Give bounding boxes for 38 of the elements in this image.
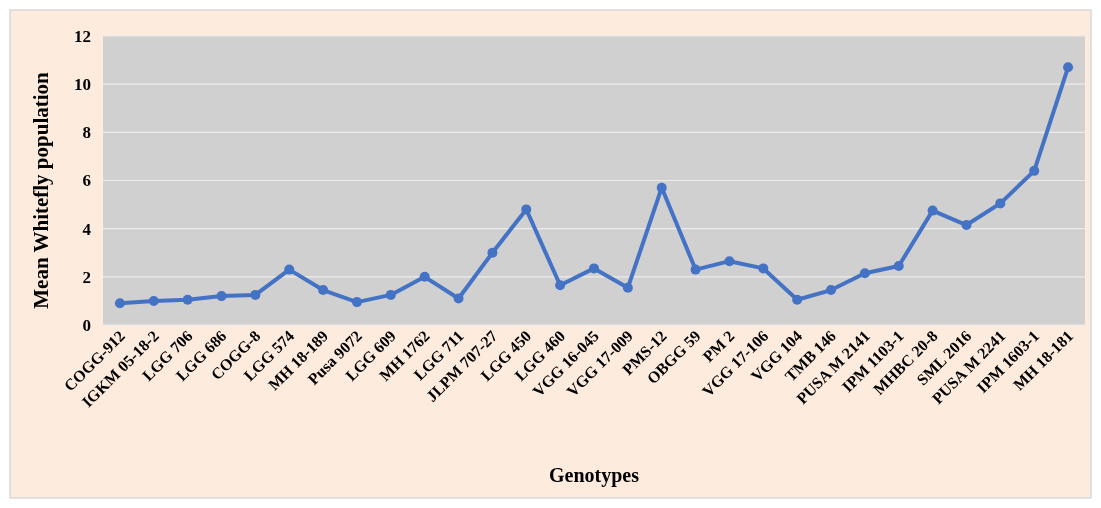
point <box>893 261 904 271</box>
y-tick-label: 0 <box>82 315 91 335</box>
point <box>182 294 193 305</box>
point <box>419 271 430 282</box>
point <box>859 268 870 279</box>
point <box>385 289 396 300</box>
y-tick-label: 10 <box>74 75 91 95</box>
point <box>521 204 532 215</box>
point <box>148 295 159 306</box>
point <box>758 263 769 274</box>
point <box>453 293 464 304</box>
point <box>995 198 1006 209</box>
point <box>656 182 667 193</box>
point <box>114 298 125 309</box>
point <box>690 264 701 275</box>
y-tick-label: 8 <box>82 123 91 143</box>
point <box>487 247 498 258</box>
point <box>792 294 803 305</box>
point <box>927 205 938 216</box>
y-tick-label: 6 <box>82 171 91 191</box>
point <box>1029 165 1040 176</box>
point <box>826 285 837 296</box>
x-axis-title: Genotypes <box>549 464 640 487</box>
point <box>1063 62 1074 73</box>
point <box>589 263 599 274</box>
point <box>318 285 329 296</box>
point <box>284 264 295 275</box>
point <box>250 289 261 300</box>
y-tick-label: 2 <box>82 267 91 287</box>
point <box>216 291 227 302</box>
point <box>351 297 362 308</box>
point <box>724 256 735 267</box>
y-tick-label: 12 <box>74 26 91 46</box>
y-axis-title: Mean Whitefly population <box>29 71 53 309</box>
y-tick-label: 4 <box>82 219 92 239</box>
point <box>555 280 566 291</box>
point <box>961 220 972 231</box>
point <box>622 282 633 293</box>
